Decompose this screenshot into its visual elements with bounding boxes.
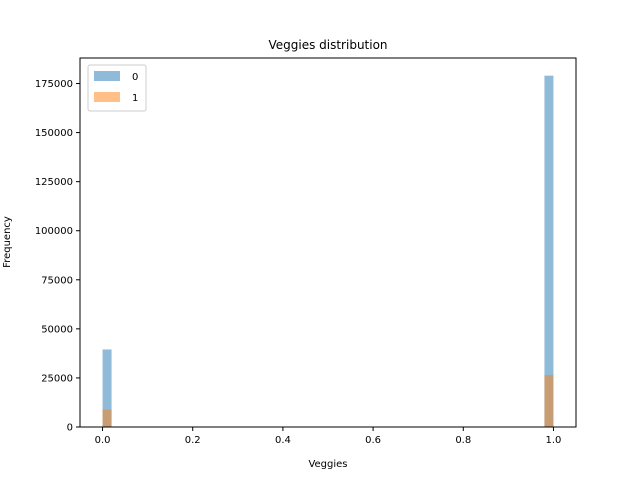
legend-label-0: 0: [132, 72, 138, 83]
plot-frame: [79, 57, 577, 428]
x-axis-ticks: 0.0 0.2 0.4 0.6 0.8 1.0: [95, 427, 562, 446]
x-tick-label: 0.4: [275, 435, 291, 446]
x-tick-label: 1.0: [546, 435, 562, 446]
y-tick-label: 150000: [35, 128, 73, 139]
x-tick-label: 0.6: [365, 435, 381, 446]
legend: 01: [87, 64, 147, 112]
bars-layer: [102, 75, 554, 428]
y-axis-label: Frequency: [2, 216, 13, 268]
x-axis-label: Veggies: [308, 459, 347, 470]
legend-swatch-0: [94, 71, 120, 81]
y-tick-label: 25000: [41, 373, 73, 384]
legend-swatch-1: [94, 92, 120, 102]
y-tick-label: 75000: [41, 275, 73, 286]
chart-title: Veggies distribution: [268, 38, 387, 52]
bar-series-0-0: [102, 349, 112, 427]
y-tick-label: 50000: [41, 324, 73, 335]
x-tick-label: 0.2: [185, 435, 201, 446]
y-tick-label: 125000: [35, 177, 73, 188]
bar-series-1-0: [102, 409, 112, 427]
x-tick-label: 0.0: [95, 435, 111, 446]
y-tick-label: 100000: [35, 226, 73, 237]
y-tick-label: 175000: [35, 79, 73, 90]
y-tick-label: 0: [67, 423, 73, 434]
x-tick-label: 0.8: [455, 435, 471, 446]
legend-label-1: 1: [132, 93, 138, 104]
bar-series-0-1: [544, 75, 554, 428]
bar-series-1-1: [544, 374, 554, 427]
y-axis-ticks: 0 25000 50000 75000 100000 125000 150000 175000: [35, 79, 80, 434]
